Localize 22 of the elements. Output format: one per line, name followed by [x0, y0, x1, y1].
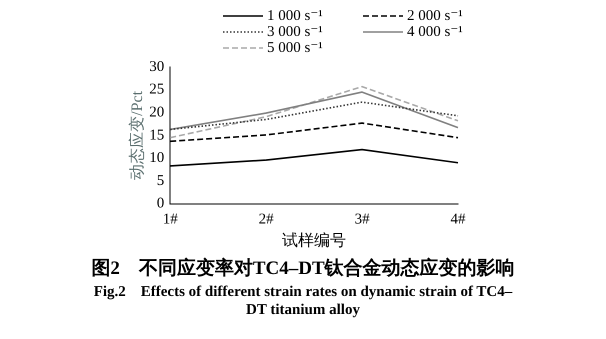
legend-label: 1 000 s⁻¹ — [267, 8, 323, 24]
line-series — [169, 86, 459, 138]
legend-label: 4 000 s⁻¹ — [407, 24, 463, 40]
x-tick-label: 4# — [450, 212, 466, 228]
y-axis-title: 动态应变/Pct — [128, 90, 146, 180]
x-tick-label: 1# — [162, 212, 178, 228]
y-tick-label: 20 — [149, 104, 164, 121]
y-tick-label: 15 — [149, 127, 164, 144]
y-tick-label: 10 — [149, 150, 164, 166]
legend-label: 3 000 s⁻¹ — [267, 24, 323, 40]
y-tick-label: 0 — [156, 196, 164, 212]
x-tick-label: 2# — [258, 212, 274, 228]
legend-label: 5 000 s⁻¹ — [267, 40, 323, 56]
y-tick-label: 5 — [156, 172, 164, 189]
y-tick-label: 30 — [149, 58, 164, 75]
x-tick-label: 3# — [354, 212, 370, 228]
x-axis-title: 试样编号 — [282, 232, 346, 250]
y-tick-label: 25 — [149, 82, 164, 98]
line-series — [169, 101, 459, 130]
legend-label: 2 000 s⁻¹ — [407, 8, 463, 24]
text: 图2 不同应变率对TC4–DT钛合金动态应变的影响 — [90, 256, 516, 281]
text: Fig.2 Effects of different strain rates on dynamic strain of TC4–DT titanium alloy — [93, 283, 513, 319]
